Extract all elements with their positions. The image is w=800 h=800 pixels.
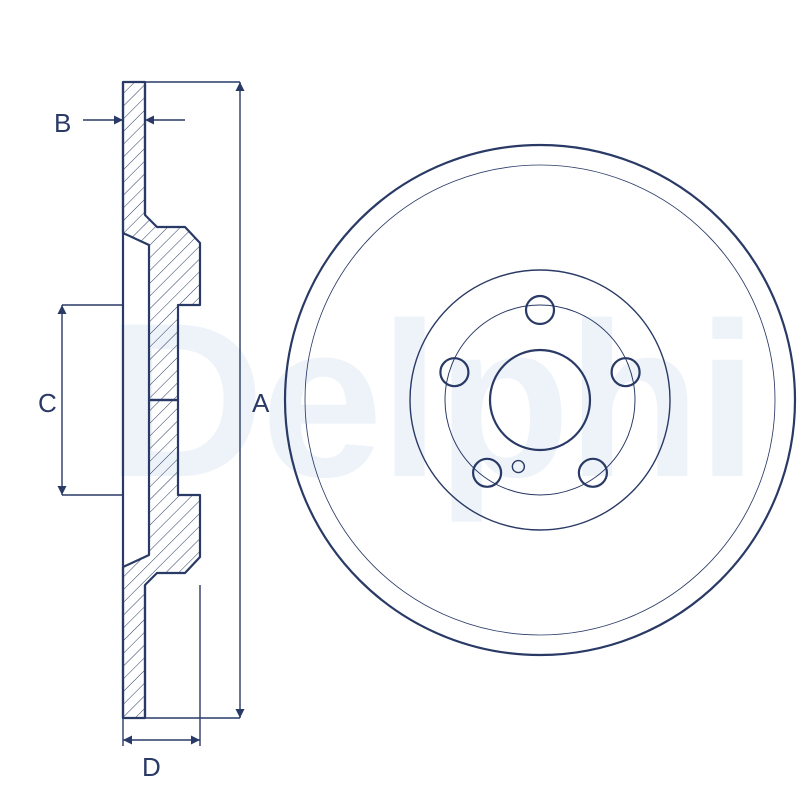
dim-label-b: B [54,108,71,139]
dim-label-c: C [38,388,57,419]
dim-label-a: A [252,388,269,419]
technical-drawing [0,0,800,800]
dim-label-d: D [142,752,161,783]
